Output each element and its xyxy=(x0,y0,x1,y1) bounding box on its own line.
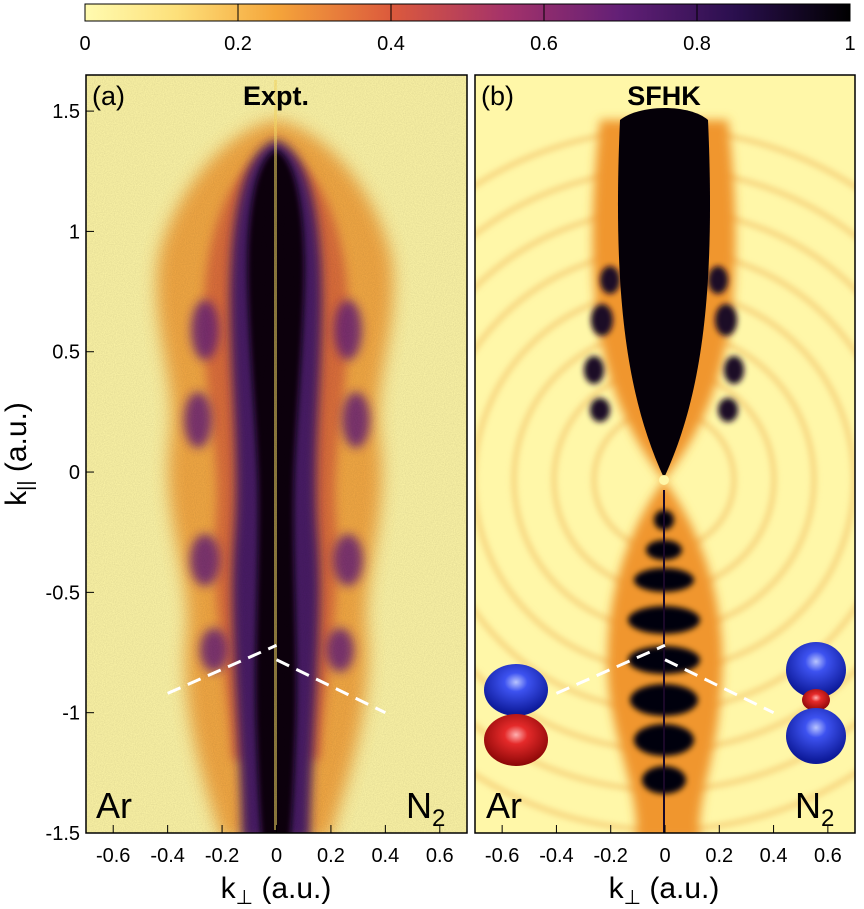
panel-a-letter: (a) xyxy=(92,81,125,111)
panel-b-x-axis-label: k⊥ (a.u.) xyxy=(609,872,720,909)
dashed-guide-line xyxy=(664,658,775,715)
panel-a-title: Expt. xyxy=(243,81,309,111)
y-axis-label-sub: || xyxy=(15,480,37,490)
y-axis-label-unit: (a.u.) xyxy=(0,402,33,480)
panel-a-x-ticks: -0.6 -0.4 -0.2 0 0.2 0.4 0.6 xyxy=(96,825,454,867)
x-tick-label: 0.4 xyxy=(760,845,788,867)
panel-b: (b) SFHK Ar N2 xyxy=(474,74,856,834)
panel-a: (a) Expt. Ar N2 xyxy=(85,74,468,834)
panel-b-letter: (b) xyxy=(481,81,514,111)
x-tick-label: 0.4 xyxy=(371,845,399,867)
x-tick-label: 0 xyxy=(271,845,282,867)
y-axis-label: k|| (a.u.) xyxy=(0,402,37,506)
panel-b-dashed-lines xyxy=(555,643,775,715)
x-tick-label: -0.6 xyxy=(485,845,519,867)
x-tick-label: -0.6 xyxy=(96,845,130,867)
x-tick-label: 0.2 xyxy=(705,845,733,867)
panel-a-x-axis-label: k⊥ (a.u.) xyxy=(221,872,332,909)
y-axis-ticks: 1.5 1 0.5 0 -0.5 -1 -1.5 xyxy=(46,101,94,845)
dashed-guide-line xyxy=(555,643,666,695)
dashed-guide-line xyxy=(275,658,387,715)
argon-orbital-icon xyxy=(484,664,548,766)
panel-b-right-species-sub: 2 xyxy=(821,805,834,832)
panel-b-x-ticks: -0.6 -0.4 -0.2 0 0.2 0.4 0.6 xyxy=(485,825,842,867)
panel-b-x-label-unit: (a.u.) xyxy=(641,872,719,905)
panel-a-x-label-sub: ⊥ xyxy=(236,887,253,909)
panel-a-heatmap xyxy=(86,75,467,833)
panel-a-x-label-unit: (a.u.) xyxy=(253,872,331,905)
y-tick-label: -0.5 xyxy=(46,582,80,604)
colorbar-tick-label: 0.8 xyxy=(683,33,711,55)
colorbar-ticks: 0 0.2 0.4 0.6 0.8 1 xyxy=(79,4,856,55)
panel-b-right-species-main: N xyxy=(795,785,821,826)
colorbar-tick-label: 1 xyxy=(844,33,855,55)
x-tick-label: 0 xyxy=(659,845,670,867)
colorbar-tick-label: 0.4 xyxy=(377,33,405,55)
x-tick-label: 0.2 xyxy=(317,845,345,867)
x-tick-label: 0.6 xyxy=(426,845,454,867)
y-axis-label-main: k xyxy=(0,490,33,506)
y-tick-label: -1 xyxy=(62,703,80,725)
panel-b-right-species: N2 xyxy=(795,785,834,832)
colorbar-tick-label: 0.2 xyxy=(224,33,252,55)
panel-b-left-species: Ar xyxy=(486,785,522,826)
panel-a-right-species: N2 xyxy=(406,785,445,832)
dashed-guide-line xyxy=(167,643,278,695)
panel-b-heatmap xyxy=(475,75,855,833)
colorbar-tick-label: 0 xyxy=(79,33,90,55)
panel-a-left-species: Ar xyxy=(96,785,132,826)
panel-a-right-species-main: N xyxy=(406,785,432,826)
x-tick-label: -0.4 xyxy=(539,845,573,867)
y-tick-label: 0.5 xyxy=(52,342,80,364)
colorbar: 0 0.2 0.4 0.6 0.8 1 xyxy=(79,3,856,55)
x-tick-label: -0.2 xyxy=(205,845,239,867)
panel-b-x-label-main: k xyxy=(609,872,625,905)
y-tick-label: 0 xyxy=(69,462,80,484)
nitrogen-orbital-icon xyxy=(786,642,846,764)
colorbar-gradient xyxy=(84,3,851,22)
y-tick-label: -1.5 xyxy=(46,823,80,845)
panel-a-dashed-lines xyxy=(167,643,387,715)
x-tick-label: -0.2 xyxy=(593,845,627,867)
panel-a-x-label-main: k xyxy=(221,872,237,905)
panel-a-right-species-sub: 2 xyxy=(432,805,445,832)
colorbar-tick-label: 0.6 xyxy=(530,33,558,55)
x-tick-label: 0.6 xyxy=(814,845,842,867)
y-tick-label: 1.5 xyxy=(52,101,80,123)
y-tick-label: 1 xyxy=(69,221,80,243)
panel-b-x-label-sub: ⊥ xyxy=(624,887,641,909)
x-tick-label: -0.4 xyxy=(150,845,184,867)
panel-b-title: SFHK xyxy=(627,81,701,111)
